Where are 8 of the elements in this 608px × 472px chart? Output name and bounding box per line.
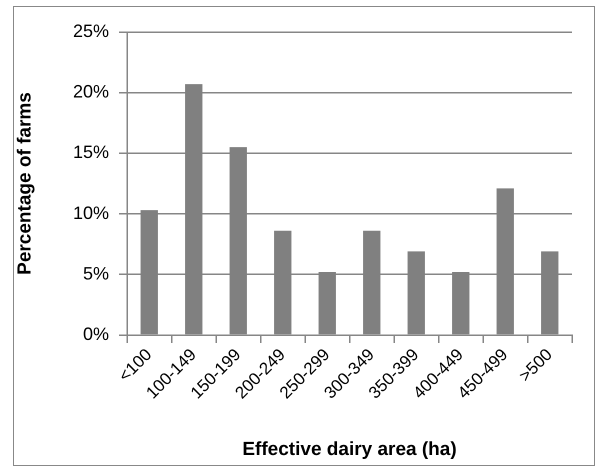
y-tick-label: 15% xyxy=(72,142,109,162)
y-tick-label: 10% xyxy=(72,202,109,223)
y-tick-label: 25% xyxy=(72,20,109,41)
y-axis-title: Percentage of farms xyxy=(14,92,36,275)
y-tick-label: 20% xyxy=(72,82,109,102)
y-tick-label: 0% xyxy=(82,324,109,344)
x-axis-title: Effective dairy area (ha) xyxy=(242,438,457,460)
y-tick-label: 5% xyxy=(82,263,109,284)
